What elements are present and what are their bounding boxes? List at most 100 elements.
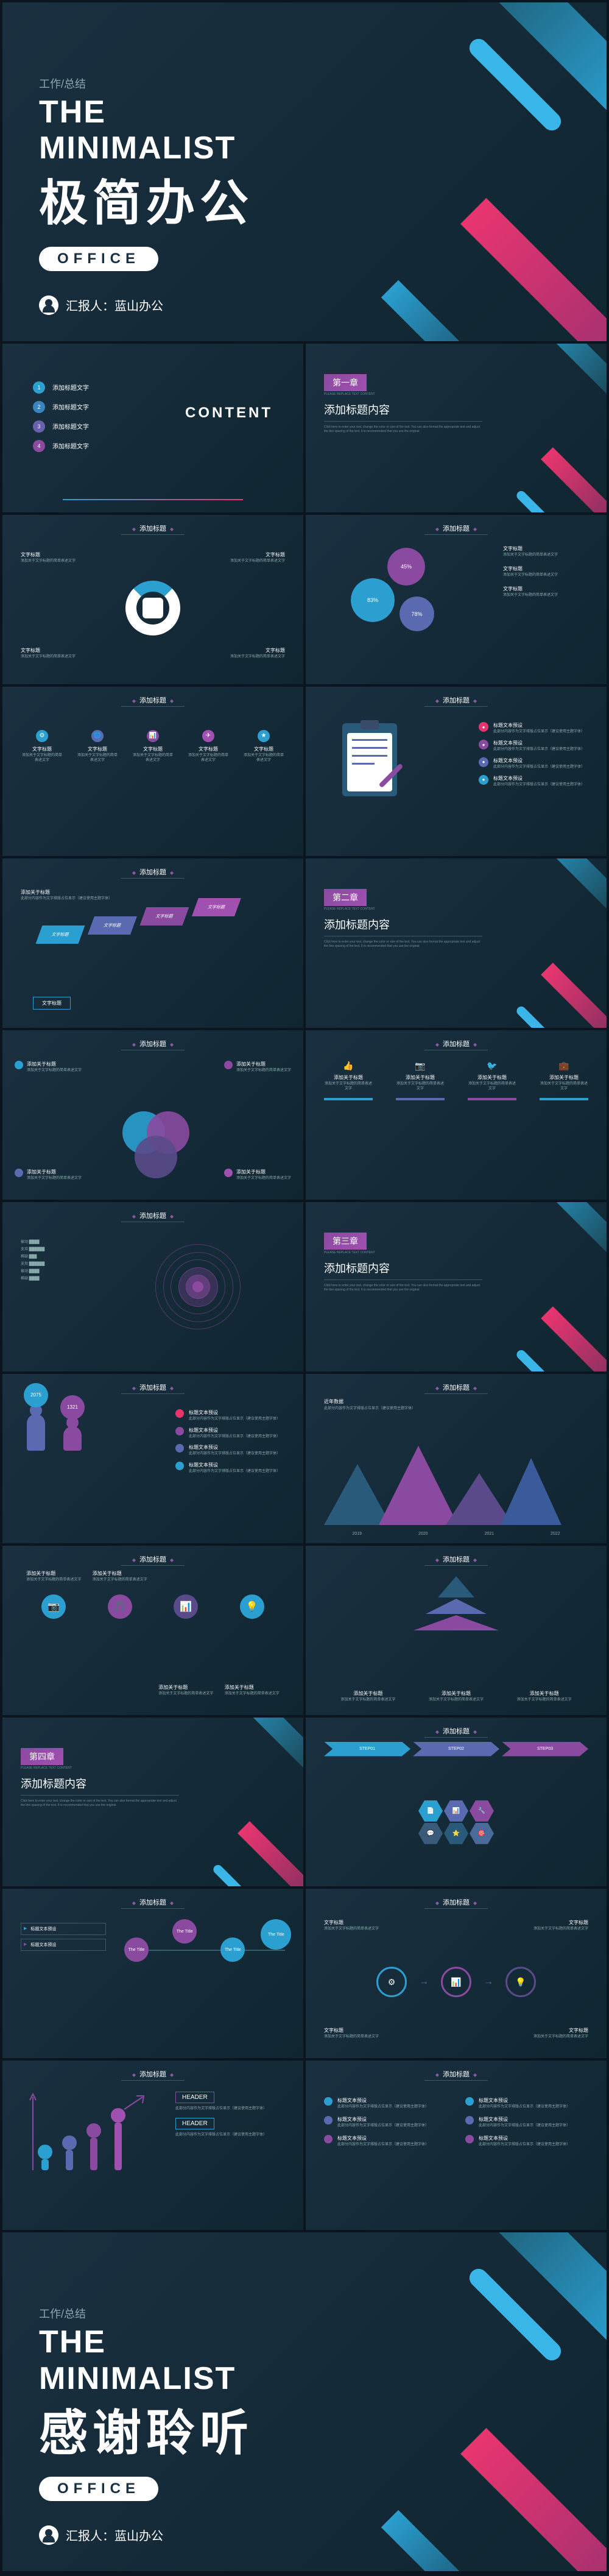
- slide-title: 添加标题: [424, 1725, 488, 1738]
- sub: 此部分内容作为文字排版占位显示（建议使用主题字体）: [479, 2124, 570, 2129]
- title-cn: 极简办公: [39, 164, 253, 235]
- label: 文字标题: [76, 746, 119, 752]
- sub: 添加关于文字标题的简单表述文字: [236, 1069, 291, 1074]
- office-badge: OFFICE: [39, 2477, 158, 2501]
- label: 文字标题: [503, 545, 588, 552]
- sub: 添加关于文字标题的简单表述文字: [21, 754, 63, 763]
- label: 文字标题: [21, 746, 63, 752]
- content-slide: 1添加标题文字 2添加标题文字 3添加标题文字 4添加标题文字 CONTENT: [2, 344, 303, 513]
- label: 文字标题: [132, 746, 174, 752]
- person-icon: 1321: [63, 1417, 82, 1451]
- label: 添加关于标题: [236, 1169, 291, 1175]
- slide-title: 添加标题: [121, 522, 185, 535]
- chapter-sub-en: PLEASE REPLACE TEXT CONTENT: [324, 392, 482, 397]
- subtitle: 工作/总结: [39, 2305, 253, 2321]
- sub: 此部分内容作为文字排版占位显示（建议使用主题字体）: [479, 2105, 570, 2110]
- label: 文字标题: [324, 1919, 385, 1926]
- step-arrow: STEP 02: [413, 1742, 499, 1757]
- chapter-slide: 第三章 PLEASE REPLACE TEXT CONTENT 添加标题内容 C…: [306, 1202, 607, 1371]
- label: 添加关于标题: [511, 1690, 578, 1697]
- content-list: 1添加标题文字 2添加标题文字 3添加标题文字 4添加标题文字: [33, 374, 89, 459]
- arrow-icon: ▶: [24, 1926, 27, 1932]
- step-box: 文字标题: [88, 916, 137, 935]
- chapter-title: 添加标题内容: [324, 402, 482, 422]
- bullet-icon: ●: [479, 740, 488, 749]
- sub: 添加关于文字标题的简单表述文字: [527, 1927, 588, 1932]
- label: 添加关于标题: [21, 889, 112, 896]
- step-arrow: STEP 01: [324, 1742, 410, 1757]
- sub: 此部分内容作为文字排版占位显示（建议使用主题字体）: [337, 2124, 429, 2129]
- diagonal-stripe: [381, 280, 527, 341]
- chapter-badge: 第三章: [324, 1233, 367, 1250]
- slide-title: 添加标题: [121, 1209, 185, 1222]
- gradient-line: [63, 499, 243, 500]
- sub: 添加关于文字标题的简单表述文字: [76, 754, 119, 763]
- bullet-icon: [465, 2135, 474, 2143]
- label: 文字标题: [230, 647, 285, 654]
- label: 添加关于标题: [236, 1061, 291, 1067]
- label: 标题文本预设: [337, 2097, 429, 2104]
- sub: 添加关于文字标题的简单表述文字: [334, 1698, 401, 1703]
- title-cn: 感谢聆听: [39, 2394, 253, 2465]
- step-num: 02: [459, 1747, 464, 1751]
- stripe: [541, 963, 607, 1028]
- chart-icon: 📊: [147, 730, 159, 742]
- hex: 💬: [418, 1823, 443, 1844]
- sub: 添加关于文字标题的简单表述文字: [324, 2035, 385, 2040]
- label: 文字标题: [324, 2027, 385, 2034]
- sub: 添加关于文字标题的简单表述文字: [26, 1578, 81, 1583]
- person-icon: 2075: [27, 1404, 45, 1451]
- chapter-title: 添加标题内容: [324, 916, 482, 936]
- flow-node: 💡: [505, 1967, 536, 1997]
- stripe: [227, 1718, 303, 1769]
- cycle-slide: 添加标题 文字标题添加关于文字标题的简单表述文字 文字标题添加关于文字标题的简单…: [2, 515, 303, 684]
- sub: 此部分内容作为文字排版占位显示（建议使用主题字体）: [337, 2143, 429, 2148]
- clipboard-icon: [342, 723, 397, 796]
- arrow-icon: →: [419, 1976, 429, 1987]
- closing-slide: 工作/总结 THE MINIMALIST 感谢聆听 OFFICE 汇报人：蓝山办…: [2, 2232, 607, 2571]
- label: 文字标题: [187, 746, 230, 752]
- pyramid-layer: [426, 1599, 487, 1614]
- year-label: 近年数据: [324, 1398, 343, 1405]
- label: 标题文本预设: [189, 1444, 280, 1451]
- radar-label: 稀缺: [21, 1277, 28, 1281]
- slide-title: 添加标题: [424, 1381, 488, 1394]
- sub: 添加关于文字标题的简单表述文字: [21, 559, 76, 564]
- chapter-slide: 第二章 PLEASE REPLACE TEXT CONTENT 添加标题内容 C…: [306, 858, 607, 1028]
- label: 添加关于标题: [540, 1074, 588, 1081]
- radar-slide: 添加标题 被动 ████ 支持 ██████ 稀缺 ███ 支持 ██████ …: [2, 1202, 303, 1371]
- chapter-desc: Click here to enter your text, change th…: [324, 940, 482, 949]
- sub: 添加关于文字标题的简单表述文字: [503, 553, 588, 558]
- num-2: 2: [33, 401, 45, 413]
- sub: 添加关于文字标题的简单表述文字: [503, 573, 588, 578]
- chapter-slide: 第四章 PLEASE REPLACE TEXT CONTENT 添加标题内容 C…: [2, 1718, 303, 1887]
- radar-label: 被动: [21, 1270, 28, 1273]
- two-col-slide: 添加标题 标题文本预设此部分内容作为文字排版占位显示（建议使用主题字体） 标题文…: [306, 2061, 607, 2230]
- stripe: [211, 1863, 261, 1886]
- label: 标题文本预设: [337, 2135, 429, 2142]
- diagonal-stripe: [460, 198, 607, 341]
- hex: 📄: [418, 1800, 443, 1822]
- dot-icon: [15, 1061, 23, 1069]
- label: 添加关于标题: [334, 1690, 401, 1697]
- gear: 83%: [354, 582, 391, 618]
- bullet-icon: [465, 2116, 474, 2125]
- chapter-badge: 第一章: [324, 374, 367, 391]
- people-slide: 添加标题 2075 1321 标题文本预设此部分内容作为文字排版占位显示（建议使…: [2, 1374, 303, 1543]
- label: 标题文本预设: [493, 757, 585, 764]
- circle-icon: 💡: [240, 1594, 264, 1619]
- hexgrid-slide: 添加标题 STEP 01 STEP 02 STEP 03 📄 📊 🔧 💬 ⭐ 🎯: [306, 1718, 607, 1887]
- sub: 添加关于文字标题的简单表述文字: [527, 2035, 588, 2040]
- diagonal-stripe: [381, 2510, 527, 2571]
- label: 标题文本预设: [189, 1462, 280, 1468]
- radar-label: 支持: [21, 1248, 28, 1251]
- mountain: [501, 1458, 561, 1525]
- dot-icon: [15, 1169, 23, 1177]
- label: 文字标题: [503, 586, 588, 592]
- gears-slide: 添加标题 45% 83% 78% 文字标题添加关于文字标题的简单表述文字 文字标…: [306, 515, 607, 684]
- radar-label: 被动: [21, 1240, 28, 1244]
- step-label: STEP: [537, 1747, 548, 1751]
- dot-icon: [224, 1169, 233, 1177]
- stripe: [515, 1348, 564, 1371]
- globe-icon: 🌐: [91, 730, 104, 742]
